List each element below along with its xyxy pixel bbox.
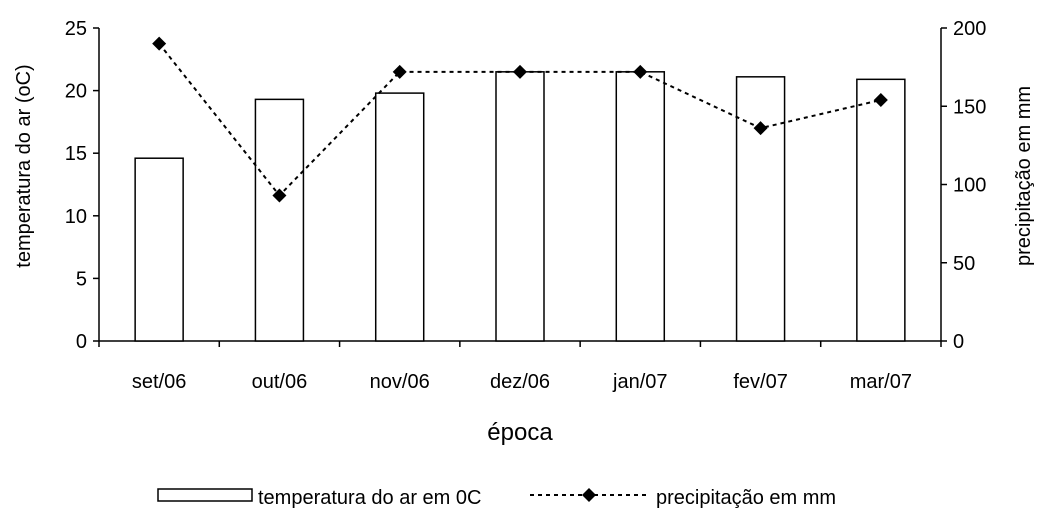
data-point-marker (873, 92, 888, 107)
right-tick-label: 200 (953, 18, 986, 40)
right-y-axis: 0 50 100 150 200 (940, 18, 986, 353)
bar-series (134, 71, 906, 342)
right-tick-label: 50 (953, 253, 975, 275)
y-axis-title-left: temperatura do ar (oC) (13, 64, 35, 267)
left-tick-label: 5 (76, 268, 87, 290)
data-point-marker (633, 64, 648, 79)
right-tick-label: 100 (953, 175, 986, 197)
x-axis: set/06 out/06 nov/06 dez/06 jan/07 fev/07 mar/… (98, 340, 942, 393)
data-point-marker (272, 188, 287, 203)
left-tick-label: 25 (65, 18, 87, 40)
data-point-marker (513, 64, 527, 79)
left-tick-label: 15 (65, 143, 87, 165)
data-point-marker (392, 64, 407, 79)
x-tick-label: fev/07 (733, 371, 787, 393)
left-tick-label: 10 (65, 206, 87, 228)
bar (735, 76, 786, 342)
legend-bar-swatch (157, 488, 253, 502)
line-series (152, 36, 888, 203)
legend-label-temperature: temperatura do ar em 0C (258, 487, 481, 509)
bar (856, 78, 906, 342)
legend-diamond-marker (582, 488, 596, 502)
legend-label-precipitation: precipitação em mm (656, 487, 836, 509)
left-tick-label: 20 (65, 81, 87, 103)
data-point-marker (753, 121, 768, 136)
y-axis-title-right: precipitação em mm (1013, 86, 1035, 266)
bar (254, 98, 305, 342)
x-tick-label: dez/06 (490, 371, 550, 393)
x-tick-label: jan/07 (612, 371, 668, 393)
x-axis-title: época (487, 419, 553, 446)
x-tick-label: out/06 (252, 371, 308, 393)
right-tick-label: 0 (953, 331, 964, 353)
bar (615, 71, 666, 342)
x-tick-label: set/06 (132, 371, 186, 393)
left-tick-label: 0 (76, 331, 87, 353)
left-y-axis: 0 5 10 15 20 25 (65, 18, 100, 353)
bar (374, 92, 425, 342)
bar (134, 157, 184, 342)
bar (495, 71, 545, 342)
legend: temperatura do ar em 0C precipitação em … (157, 487, 836, 509)
right-tick-label: 150 (953, 96, 986, 118)
data-point-marker (152, 36, 167, 51)
x-tick-label: mar/07 (850, 371, 912, 393)
x-tick-label: nov/06 (370, 371, 430, 393)
